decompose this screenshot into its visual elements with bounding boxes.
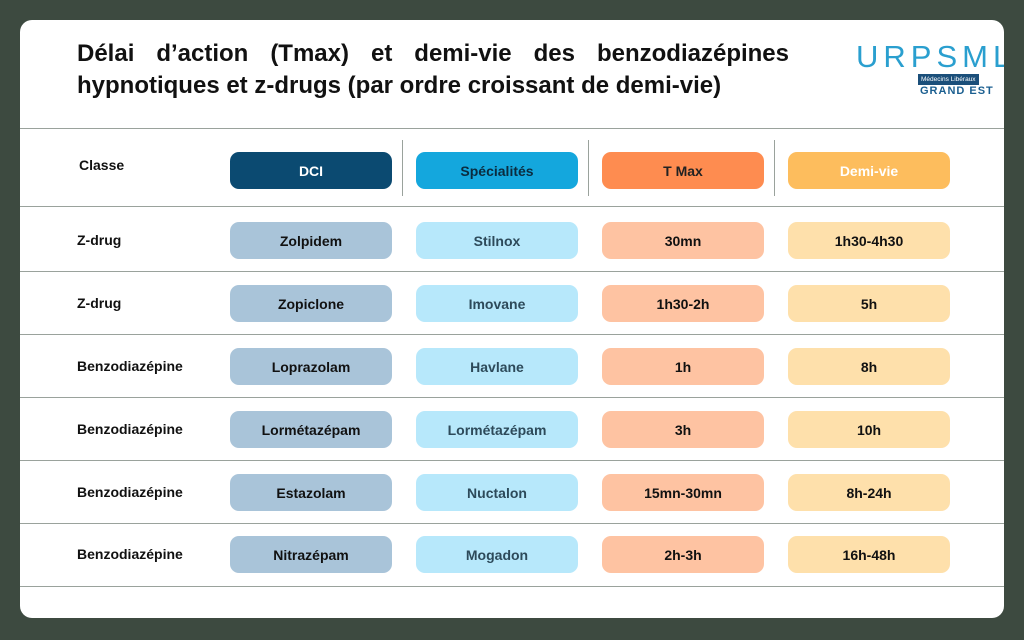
row-dci: Nitrazépam	[230, 536, 392, 573]
divider-row-6	[20, 523, 1004, 524]
row-classe: Benzodiazépine	[77, 484, 183, 500]
logo-subtitle: Médecins Libéraux	[918, 74, 979, 85]
row-tmax: 30mn	[602, 222, 764, 259]
row-demivie: 5h	[788, 285, 950, 322]
divider-row-1	[20, 206, 1004, 207]
row-specialite: Stilnox	[416, 222, 578, 259]
row-dci: Estazolam	[230, 474, 392, 511]
row-tmax: 1h30-2h	[602, 285, 764, 322]
row-tmax: 1h	[602, 348, 764, 385]
row-tmax: 3h	[602, 411, 764, 448]
header-specialites: Spécialités	[416, 152, 578, 189]
divider-row-7	[20, 586, 1004, 587]
row-classe: Benzodiazépine	[77, 358, 183, 374]
urpsml-logo: URPSML Médecins Libéraux GRAND EST	[856, 40, 1004, 100]
divider-row-3	[20, 334, 1004, 335]
row-specialite: Imovane	[416, 285, 578, 322]
row-demivie: 10h	[788, 411, 950, 448]
row-dci: Zolpidem	[230, 222, 392, 259]
row-specialite: Lormétazépam	[416, 411, 578, 448]
row-dci: Zopiclone	[230, 285, 392, 322]
header-separator-3	[774, 140, 775, 196]
logo-region: GRAND EST	[920, 85, 994, 97]
header-dci: DCI	[230, 152, 392, 189]
row-classe: Benzodiazépine	[77, 546, 183, 562]
row-specialite: Nuctalon	[416, 474, 578, 511]
header-separator-2	[588, 140, 589, 196]
divider-row-4	[20, 397, 1004, 398]
row-demivie: 1h30-4h30	[788, 222, 950, 259]
divider-row-2	[20, 271, 1004, 272]
row-tmax: 2h-3h	[602, 536, 764, 573]
logo-wordmark: URPSML	[856, 39, 1004, 74]
divider-header-top	[20, 128, 1004, 129]
row-demivie: 16h-48h	[788, 536, 950, 573]
row-specialite: Havlane	[416, 348, 578, 385]
page-title: Délai d’action (Tmax) et demi-vie des be…	[77, 40, 789, 99]
row-dci: Lormétazépam	[230, 411, 392, 448]
content-card: Délai d’action (Tmax) et demi-vie des be…	[20, 20, 1004, 618]
row-dci: Loprazolam	[230, 348, 392, 385]
row-tmax: 15mn-30mn	[602, 474, 764, 511]
header-separator-1	[402, 140, 403, 196]
divider-row-5	[20, 460, 1004, 461]
row-classe: Z-drug	[77, 295, 122, 311]
row-classe: Z-drug	[77, 232, 122, 248]
header-classe: Classe	[79, 157, 125, 173]
row-classe: Benzodiazépine	[77, 421, 183, 437]
header-tmax: T Max	[602, 152, 764, 189]
header-demivie: Demi-vie	[788, 152, 950, 189]
row-demivie: 8h	[788, 348, 950, 385]
row-demivie: 8h-24h	[788, 474, 950, 511]
row-specialite: Mogadon	[416, 536, 578, 573]
